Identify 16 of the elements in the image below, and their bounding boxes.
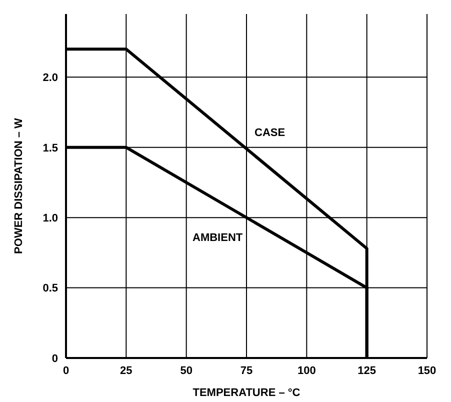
x-tick-label: 75	[240, 364, 253, 377]
y-tick-label: 1.0	[42, 212, 58, 224]
series-label: CASE	[254, 126, 286, 140]
x-tick-label: 25	[120, 364, 132, 377]
x-tick-label: 150	[418, 364, 436, 377]
series-label: AMBIENT	[192, 232, 243, 245]
y-tick-label: 0	[52, 352, 58, 365]
x-tick-label: 100	[297, 364, 316, 377]
y-tick-label: 1.5	[42, 142, 58, 154]
x-axis-title: TEMPERATURE – °C	[192, 387, 300, 399]
y-axis-title: POWER DISSIPATION – W	[12, 117, 25, 254]
x-tick-label: 0	[62, 364, 70, 377]
y-tick-label: 0.5	[42, 282, 58, 295]
y-tick-label: 2.0	[42, 72, 58, 84]
x-tick-label: 125	[358, 364, 376, 377]
x-tick-label: 50	[180, 364, 192, 377]
